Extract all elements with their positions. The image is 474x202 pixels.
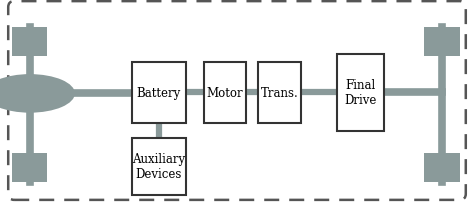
- Bar: [424, 28, 460, 57]
- Bar: [424, 154, 460, 182]
- Text: Motor: Motor: [207, 86, 244, 99]
- Text: Auxiliary
Devices: Auxiliary Devices: [132, 153, 185, 181]
- Bar: [337, 55, 384, 131]
- Text: Trans.: Trans.: [261, 86, 299, 99]
- Ellipse shape: [0, 75, 75, 113]
- Bar: [131, 138, 186, 195]
- Bar: [204, 63, 246, 123]
- Text: Battery: Battery: [137, 86, 181, 99]
- Bar: [131, 63, 186, 123]
- Bar: [12, 154, 47, 182]
- Bar: [258, 63, 301, 123]
- Bar: [12, 28, 47, 57]
- Text: Final
Drive: Final Drive: [344, 79, 376, 107]
